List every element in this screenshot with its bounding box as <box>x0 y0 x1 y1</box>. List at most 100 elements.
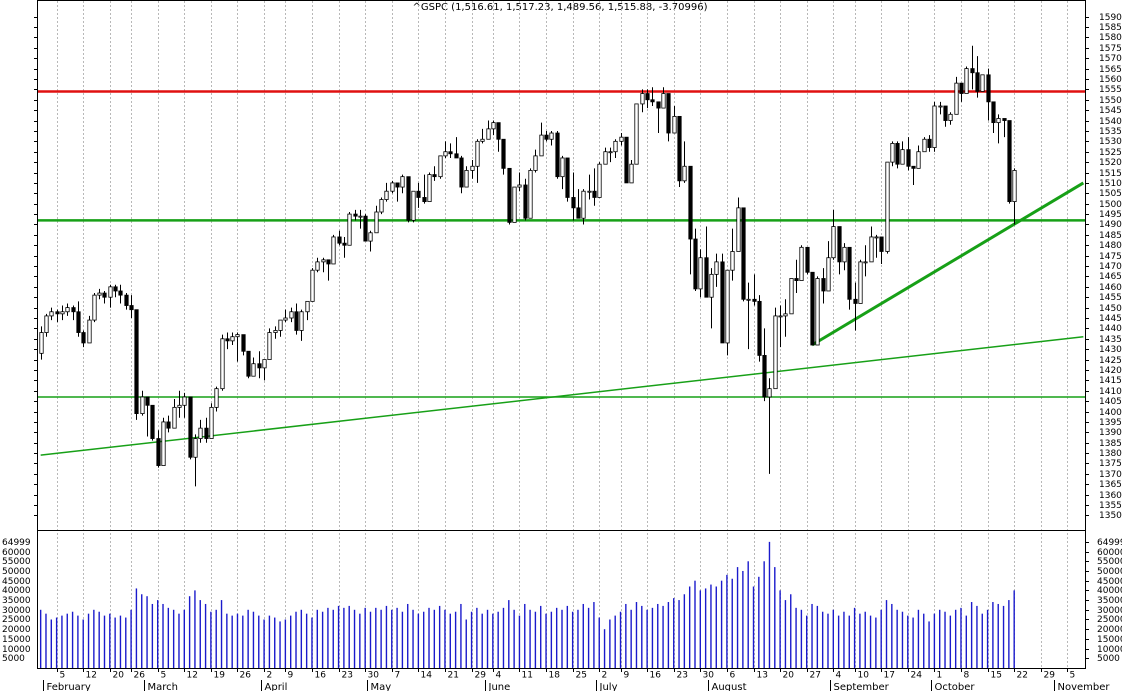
candle-body <box>166 421 171 429</box>
candle-body <box>885 161 890 252</box>
candle-body <box>650 99 655 103</box>
y-tick-label: 1395 <box>1099 418 1122 428</box>
candle-body <box>863 261 868 264</box>
candle-body <box>1002 118 1007 121</box>
candle-body <box>746 298 751 301</box>
candle-body <box>161 421 166 466</box>
candle-body <box>347 213 352 246</box>
candle-body <box>821 278 826 292</box>
y-tick-label: 1350 <box>1099 511 1122 521</box>
x-tick-label: 5 <box>60 671 66 681</box>
candle-body <box>773 315 778 390</box>
y-tick-label: 1515 <box>1099 169 1122 179</box>
candle-body <box>757 300 762 356</box>
y-tick-label: 1425 <box>1099 356 1122 366</box>
candle-body <box>310 269 315 302</box>
candle-body <box>87 319 92 344</box>
x-tick-label: 29 <box>475 671 487 681</box>
candle-body <box>443 151 448 157</box>
candle-body <box>432 174 437 178</box>
candle-body <box>959 82 964 94</box>
x-tick-label: 30 <box>703 671 715 681</box>
candle-body <box>608 151 613 154</box>
candle-body <box>124 294 129 306</box>
candle-body <box>294 311 299 331</box>
candle-body <box>549 132 554 140</box>
candle-body <box>815 278 820 346</box>
y-tick-label: 1525 <box>1099 148 1122 158</box>
volume-tick-label: 64999 <box>1097 538 1122 548</box>
candle-body <box>326 259 331 265</box>
candle-body <box>906 149 911 167</box>
y-tick-label: 1505 <box>1099 189 1122 199</box>
y-tick-label: 1375 <box>1099 459 1122 469</box>
candle-body <box>991 101 996 124</box>
x-tick-label: 9 <box>624 671 630 681</box>
y-tick-label: 1540 <box>1099 117 1122 127</box>
candle-body <box>177 404 182 408</box>
y-tick-label: 1580 <box>1099 33 1122 43</box>
volume-tick-label-left: 40000 <box>2 586 31 596</box>
x-tick-label: 18 <box>549 671 561 681</box>
x-tick-label: 12 <box>86 671 97 681</box>
candle-body <box>235 334 240 338</box>
candle-body <box>528 170 533 219</box>
candle-body <box>656 101 661 109</box>
volume-tick-label-left: 60000 <box>2 548 31 558</box>
candle-body <box>916 151 921 169</box>
volume-tick-label-left: 15000 <box>2 635 31 645</box>
candle-body <box>491 122 496 130</box>
candle-body <box>507 167 512 223</box>
y-tick-label: 1520 <box>1099 158 1122 168</box>
candle-body <box>783 313 788 317</box>
x-tick-label: 15 <box>991 671 1002 681</box>
month-label: October <box>935 682 976 691</box>
candle-body <box>736 207 741 252</box>
candle-body <box>592 190 597 198</box>
candle-body <box>230 336 235 342</box>
y-tick-label: 1470 <box>1099 262 1122 272</box>
candle-body <box>587 190 592 193</box>
volume-tick-label-left: 10000 <box>2 645 31 655</box>
candle-body <box>629 163 634 184</box>
candle-body <box>321 259 326 263</box>
x-tick-label: 2 <box>267 671 273 681</box>
volume-tick-label-left: 25000 <box>2 615 31 625</box>
y-tick-label: 1380 <box>1099 449 1122 459</box>
x-tick-label: 1 <box>937 671 943 681</box>
x-tick-label: 4 <box>496 671 502 681</box>
candle-body <box>571 197 576 209</box>
volume-tick-label-left: 30000 <box>2 606 31 616</box>
x-tick-label: 30 <box>368 671 380 681</box>
candle-body <box>475 140 480 167</box>
candle-body <box>672 115 677 134</box>
x-tick-label: 6 <box>730 671 736 681</box>
candle-body <box>778 315 783 318</box>
x-tick-label: 8 <box>964 671 970 681</box>
candle-body <box>358 215 363 218</box>
y-tick-label: 1455 <box>1099 293 1122 303</box>
candle-body <box>289 311 294 319</box>
month-label: August <box>712 682 747 691</box>
y-tick-label: 1545 <box>1099 106 1122 116</box>
y-tick-label: 1410 <box>1099 387 1122 397</box>
y-tick-label: 1465 <box>1099 272 1122 282</box>
volume-tick-label: 10000 <box>1097 645 1122 655</box>
x-tick-label: 2 <box>602 671 608 681</box>
candle-body <box>337 236 342 244</box>
y-tick-label: 1490 <box>1099 220 1122 230</box>
candle-body <box>523 184 528 219</box>
y-tick-label: 1575 <box>1099 44 1122 54</box>
month-label: September <box>834 682 890 691</box>
x-tick-label: 16 <box>315 671 327 681</box>
x-tick-label: 5 <box>1070 671 1076 681</box>
candle-body <box>837 226 842 263</box>
candle-body <box>895 143 900 165</box>
candle-body <box>422 197 427 203</box>
candle-body <box>576 207 581 219</box>
volume-tick-label: 15000 <box>1097 635 1122 645</box>
x-tick-label: 9 <box>288 671 294 681</box>
y-tick-label: 1535 <box>1099 127 1122 137</box>
y-tick-label: 1390 <box>1099 428 1122 438</box>
